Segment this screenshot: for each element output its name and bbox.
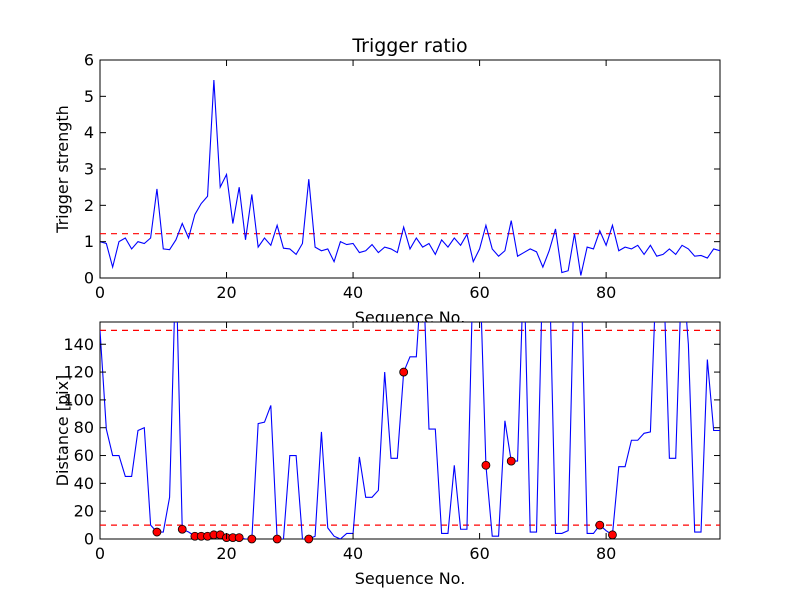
x-tick-label: 0 — [95, 283, 105, 302]
data-point — [272, 534, 282, 544]
data-point — [481, 460, 491, 470]
data-point — [177, 524, 187, 534]
y-axis-label: Distance [pix] — [53, 375, 72, 487]
data-point — [595, 520, 605, 530]
data-point — [506, 456, 516, 466]
x-axis-label: Sequence No. — [355, 569, 466, 588]
x-tick-label: 40 — [343, 283, 363, 302]
x-tick-label: 0 — [95, 544, 105, 563]
axes-frame — [99, 59, 721, 279]
chart-title: Trigger ratio — [351, 35, 467, 57]
y-tick-label: 6 — [84, 51, 94, 70]
data-point — [152, 527, 162, 537]
y-tick-label: 20 — [74, 502, 94, 521]
y-tick-label: 1 — [84, 232, 94, 251]
y-tick-label: 80 — [74, 418, 94, 437]
axes-frame — [99, 321, 721, 540]
x-tick-label: 80 — [596, 283, 616, 302]
y-axis-label: Trigger strength — [53, 105, 72, 234]
y-tick-label: 4 — [84, 123, 94, 142]
y-tick-label: 60 — [74, 446, 94, 465]
x-tick-label: 80 — [596, 544, 616, 563]
y-tick-label: 120 — [63, 363, 94, 382]
x-tick-label: 40 — [343, 544, 363, 563]
x-tick-label: 60 — [469, 544, 489, 563]
data-point — [247, 534, 257, 544]
y-tick-label: 100 — [63, 390, 94, 409]
y-tick-label: 5 — [84, 87, 94, 106]
y-tick-label: 0 — [84, 269, 94, 288]
data-point — [304, 534, 314, 544]
y-tick-label: 140 — [63, 335, 94, 354]
x-tick-label: 20 — [216, 283, 236, 302]
y-tick-label: 40 — [74, 474, 94, 493]
distance-plot: 0 20 40 60 80 0 20 40 60 80 100 120 140 Sequence No. D… — [53, 321, 721, 588]
series-line-0 — [100, 79, 720, 276]
y-tick-label: 0 — [84, 530, 94, 549]
x-tick-label: 20 — [216, 544, 236, 563]
x-tick-label: 60 — [469, 283, 489, 302]
y-tick-label: 3 — [84, 160, 94, 179]
data-point — [234, 533, 244, 543]
data-point — [399, 367, 409, 377]
data-point — [608, 530, 617, 540]
y-tick-label: 2 — [84, 196, 94, 215]
